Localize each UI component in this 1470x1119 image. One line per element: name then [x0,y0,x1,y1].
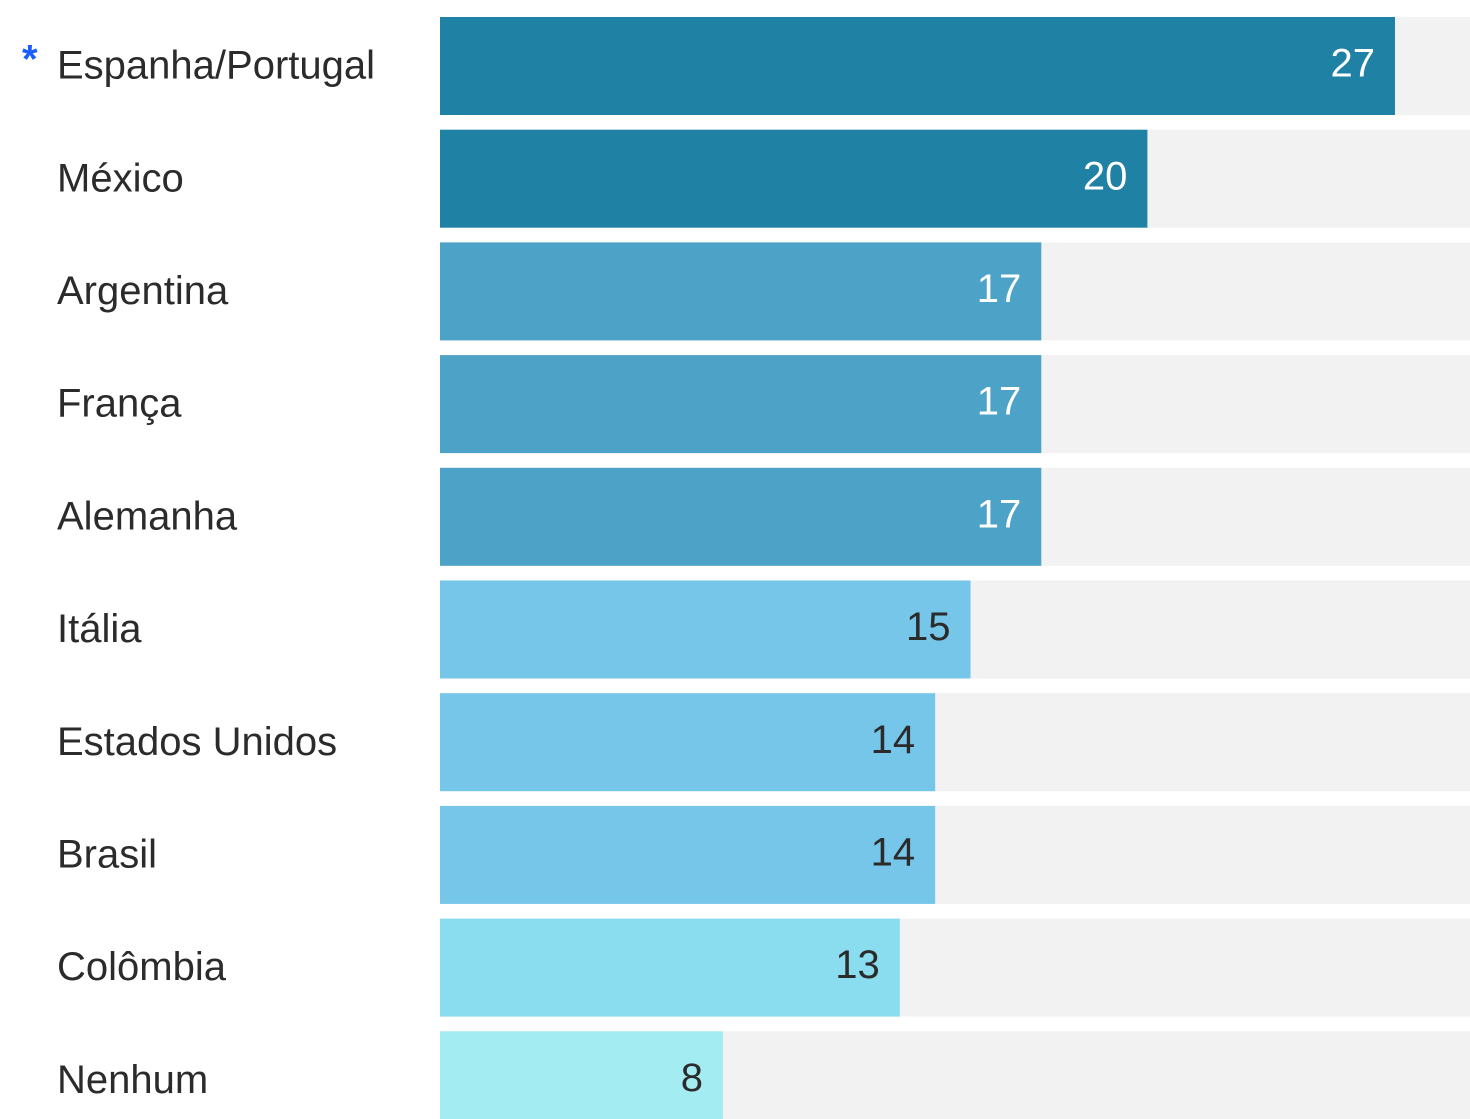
bar [440,129,1148,228]
category-label: Colômbia [57,945,227,989]
bar [440,918,900,1017]
value-label: 17 [977,492,1022,536]
bar [440,242,1042,341]
value-label: 13 [835,943,880,987]
bar [440,355,1042,454]
value-label: 8 [681,1056,703,1100]
value-label: 15 [906,605,951,649]
value-label: 17 [977,380,1022,424]
bar [440,467,1042,566]
category-label: França [57,382,182,426]
category-label: Brasil [57,832,157,876]
category-label: Argentina [57,269,229,313]
bar [440,580,971,679]
category-label: Nenhum [57,1058,208,1102]
bar [440,805,936,904]
value-label: 27 [1330,42,1375,86]
category-label: México [57,156,184,200]
bar [440,1031,723,1119]
bar [440,17,1395,115]
category-label: Itália [57,607,142,651]
value-label: 14 [871,718,916,762]
category-label: Espanha/Portugal [57,44,375,88]
category-label: Estados Unidos [57,720,337,764]
value-label: 17 [977,267,1022,311]
category-label: Alemanha [57,494,238,538]
value-label: 14 [871,830,916,874]
annotation-marker: * [22,38,38,82]
bar [440,693,936,792]
value-label: 20 [1083,154,1128,198]
